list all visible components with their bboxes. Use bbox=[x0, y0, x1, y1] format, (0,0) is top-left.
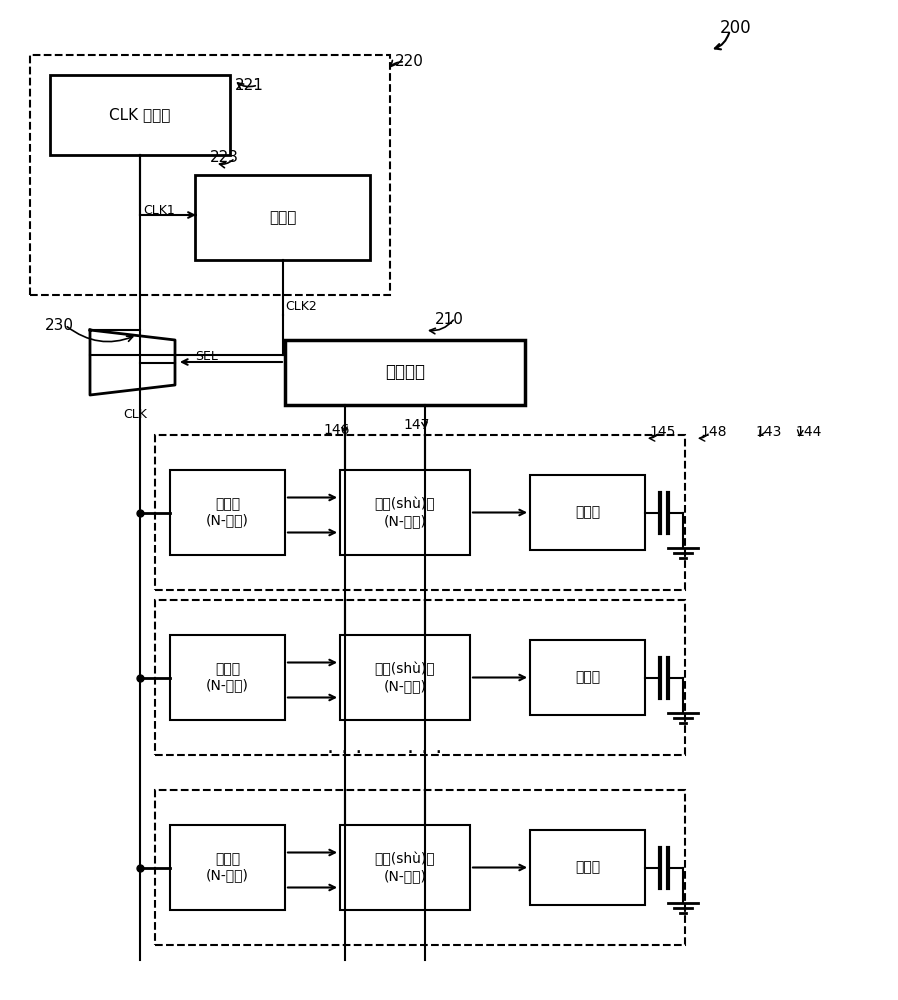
Text: CLK2: CLK2 bbox=[286, 300, 317, 314]
Text: 200: 200 bbox=[720, 19, 752, 37]
Text: 148: 148 bbox=[700, 425, 726, 439]
Bar bbox=[155, 435, 685, 590]
Bar bbox=[340, 825, 470, 910]
Bar bbox=[170, 825, 285, 910]
Bar bbox=[530, 640, 645, 715]
Text: 寄存器
(N-比特): 寄存器 (N-比特) bbox=[206, 852, 249, 883]
Bar bbox=[170, 635, 285, 720]
Bar bbox=[530, 475, 645, 550]
Text: 147: 147 bbox=[404, 418, 430, 432]
Text: 緩沖器: 緩沖器 bbox=[575, 506, 600, 520]
Text: CLK1: CLK1 bbox=[143, 204, 175, 217]
Bar bbox=[50, 75, 230, 155]
Text: 144: 144 bbox=[795, 425, 822, 439]
Text: 寄存器
(N-比特): 寄存器 (N-比特) bbox=[206, 662, 249, 693]
Polygon shape bbox=[90, 330, 175, 395]
Text: 210: 210 bbox=[435, 312, 464, 328]
Text: 230: 230 bbox=[45, 318, 74, 332]
Bar bbox=[530, 830, 645, 905]
Text: 221: 221 bbox=[235, 78, 264, 93]
Text: 分頻器: 分頻器 bbox=[269, 210, 296, 225]
Bar bbox=[155, 600, 685, 755]
Text: 控制電路: 控制電路 bbox=[385, 363, 425, 381]
Text: 220: 220 bbox=[395, 54, 424, 70]
Bar bbox=[340, 470, 470, 555]
Bar bbox=[170, 470, 285, 555]
Text: 計數(shù)器
(N-比特): 計數(shù)器 (N-比特) bbox=[374, 662, 436, 693]
Bar bbox=[340, 635, 470, 720]
Text: 寄存器
(N-比特): 寄存器 (N-比特) bbox=[206, 497, 249, 528]
Bar bbox=[285, 340, 525, 405]
Text: 146: 146 bbox=[324, 423, 350, 437]
Text: 緩沖器: 緩沖器 bbox=[575, 860, 600, 874]
Text: SEL: SEL bbox=[195, 350, 218, 362]
Bar bbox=[30, 55, 390, 295]
Text: CLK 生成器: CLK 生成器 bbox=[110, 107, 171, 122]
Text: 143: 143 bbox=[755, 425, 781, 439]
Text: 緩沖器: 緩沖器 bbox=[575, 670, 600, 684]
Text: 145: 145 bbox=[649, 425, 675, 439]
Bar bbox=[195, 175, 370, 260]
Text: 223: 223 bbox=[210, 150, 239, 165]
Text: 計數(shù)器
(N-比特): 計數(shù)器 (N-比特) bbox=[374, 852, 436, 883]
Text: · · ·: · · · bbox=[408, 743, 443, 763]
Text: · · ·: · · · bbox=[328, 743, 363, 763]
Text: 計數(shù)器
(N-比特): 計數(shù)器 (N-比特) bbox=[374, 497, 436, 528]
Text: CLK: CLK bbox=[123, 408, 147, 422]
Bar bbox=[155, 790, 685, 945]
